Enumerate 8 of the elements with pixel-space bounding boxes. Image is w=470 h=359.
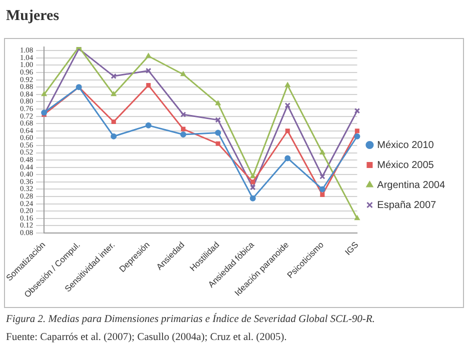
- legend-label: España 2007: [377, 200, 437, 211]
- text: Figura 2. Medias para Dimensiones primarias e Índice de Severidad Global SCL-90-R.: [6, 314, 375, 325]
- legend-label: Argentina 2004: [377, 180, 446, 191]
- legend-label: México 2005: [377, 160, 434, 171]
- x-tick-label: IGS: [342, 239, 360, 258]
- source-note: Fuente: Caparrós et al. (2007); Casullo (2004a); Cruz et al. (2005).: [6, 332, 288, 343]
- chart-title: Mujeres: [6, 8, 60, 25]
- legend-label: México 2010: [377, 140, 434, 151]
